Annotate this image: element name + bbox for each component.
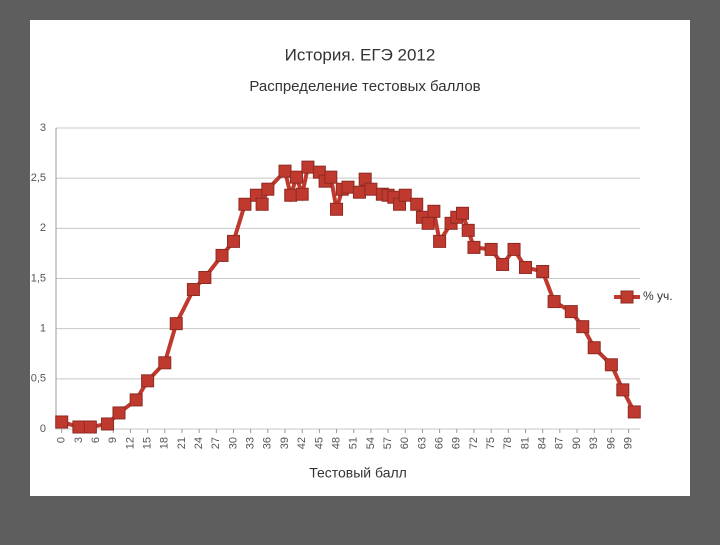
data-point [461, 223, 475, 237]
data-point [169, 317, 183, 331]
x-axis-label: Тестовый балл [309, 465, 407, 481]
data-point [410, 197, 424, 211]
data-point [83, 420, 97, 434]
data-point [564, 305, 578, 319]
x-tick-label: 96 [605, 437, 617, 449]
x-tick-label: 42 [296, 437, 308, 449]
x-tick-label: 60 [399, 437, 411, 449]
data-point [587, 341, 601, 355]
data-point [198, 270, 212, 284]
y-tick-label: 2 [40, 222, 46, 234]
x-tick-label: 87 [554, 437, 566, 449]
legend-label: % уч. [643, 289, 673, 303]
y-tick-label: 3 [40, 122, 46, 134]
data-point [616, 383, 630, 397]
x-tick-label: 36 [262, 437, 274, 449]
x-tick-label: 75 [485, 437, 497, 449]
data-point [604, 358, 618, 372]
data-point [627, 405, 641, 419]
x-tick-label: 24 [193, 437, 205, 449]
data-point [55, 415, 69, 429]
data-point [467, 240, 481, 254]
x-tick-label: 6 [90, 437, 102, 443]
data-point [301, 160, 315, 174]
data-point [427, 204, 441, 218]
x-tick-label: 72 [468, 437, 480, 449]
data-point [158, 356, 172, 370]
y-tick-label: 1 [40, 323, 46, 335]
x-tick-label: 27 [210, 437, 222, 449]
x-tick-label: 48 [330, 437, 342, 449]
x-tick-label: 21 [176, 437, 188, 449]
data-point [284, 188, 298, 202]
data-point [324, 170, 338, 184]
data-point [129, 393, 143, 407]
data-point [547, 295, 561, 309]
x-tick-label: 78 [502, 437, 514, 449]
y-tick-label: 0 [40, 423, 46, 435]
data-point [289, 170, 303, 184]
data-point [72, 420, 86, 434]
x-tick-label: 39 [279, 437, 291, 449]
y-tick-label: 2,5 [31, 172, 46, 184]
chart-title: История. ЕГЭ 2012 [285, 45, 436, 64]
data-point [507, 242, 521, 256]
data-point [536, 264, 550, 278]
data-point [141, 374, 155, 388]
data-point [456, 206, 470, 220]
data-point [295, 187, 309, 201]
x-tick-label: 30 [227, 437, 239, 449]
data-point [484, 242, 498, 256]
x-tick-label: 0 [56, 437, 68, 443]
x-tick-label: 54 [365, 437, 377, 449]
data-point [112, 406, 126, 420]
y-tick-label: 0,5 [31, 373, 46, 385]
data-point [518, 260, 532, 274]
x-tick-label: 66 [434, 437, 446, 449]
x-tick-label: 12 [124, 437, 136, 449]
x-tick-label: 45 [313, 437, 325, 449]
data-point [330, 202, 344, 216]
data-point [433, 234, 447, 248]
chart-frame [30, 20, 690, 496]
x-tick-label: 84 [537, 437, 549, 449]
chart-subtitle: Распределение тестовых баллов [249, 78, 480, 95]
y-tick-label: 1,5 [31, 272, 46, 284]
data-point [364, 182, 378, 196]
data-point [352, 185, 366, 199]
data-point [101, 417, 115, 431]
legend-marker [620, 290, 634, 304]
x-tick-label: 51 [348, 437, 360, 449]
x-tick-label: 99 [622, 437, 634, 449]
x-tick-label: 57 [382, 437, 394, 449]
data-point [341, 180, 355, 194]
x-tick-label: 33 [245, 437, 257, 449]
x-tick-label: 63 [416, 437, 428, 449]
data-point [496, 257, 510, 271]
data-point [421, 216, 435, 230]
x-tick-label: 9 [107, 437, 119, 443]
data-point [255, 197, 269, 211]
x-tick-label: 90 [571, 437, 583, 449]
data-point [398, 188, 412, 202]
data-point [238, 197, 252, 211]
data-point [226, 234, 240, 248]
x-tick-label: 15 [142, 437, 154, 449]
data-point [261, 182, 275, 196]
data-point [576, 320, 590, 334]
x-tick-label: 69 [451, 437, 463, 449]
x-tick-label: 18 [159, 437, 171, 449]
data-point [186, 283, 200, 297]
x-tick-label: 81 [519, 437, 531, 449]
x-tick-label: 93 [588, 437, 600, 449]
x-tick-label: 3 [73, 437, 85, 443]
data-point [215, 248, 229, 262]
data-point [278, 164, 292, 178]
